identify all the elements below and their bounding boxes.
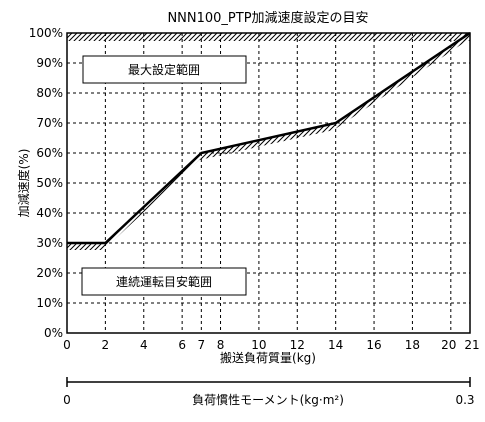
x-axis-ticks: 0 2 4 6 7 8 10 12 14 16 18 20 21 xyxy=(63,338,479,352)
y-tick-label-80: 80% xyxy=(36,86,63,100)
y-tick-label-100: 100% xyxy=(29,26,63,40)
grid-lines xyxy=(67,33,470,333)
x-tick-label-21: 21 xyxy=(464,338,479,352)
lower-region-box: 連続運転目安範囲 xyxy=(81,267,247,296)
x-tick-label-20: 20 xyxy=(441,338,456,352)
plot-frame xyxy=(66,32,471,334)
x-axis-label: 搬送負荷質量(kg) xyxy=(220,350,316,365)
y-tick-label-60: 60% xyxy=(36,146,63,160)
max-setting-hatch-band xyxy=(67,33,470,41)
y-tick-label-40: 40% xyxy=(36,206,63,220)
inertia-axis-label: 負荷慣性モーメント(kg·m²) xyxy=(192,392,344,407)
x-tick-label-10: 10 xyxy=(251,338,266,352)
x-tick-label-6: 6 xyxy=(178,338,186,352)
x-tick-label-16: 16 xyxy=(366,338,381,352)
inertia-axis-min-label: 0 xyxy=(63,393,71,407)
x-tick-label-12: 12 xyxy=(290,338,305,352)
boundary-hatch-band xyxy=(67,33,470,250)
y-tick-label-90: 90% xyxy=(36,56,63,70)
inertia-axis-max-label: 0.3 xyxy=(455,393,474,407)
y-tick-label-70: 70% xyxy=(36,116,63,130)
x-tick-label-7: 7 xyxy=(198,338,206,352)
series-layer xyxy=(67,31,471,245)
y-tick-label-30: 30% xyxy=(36,236,63,250)
x-tick-label-14: 14 xyxy=(328,338,343,352)
x-tick-label-0: 0 xyxy=(63,338,71,352)
y-tick-label-10: 10% xyxy=(36,296,63,310)
x-tick-label-8: 8 xyxy=(217,338,225,352)
chart-title: NNN100_PTP加減速度設定の目安 xyxy=(167,10,368,26)
x-tick-label-4: 4 xyxy=(140,338,148,352)
upper-region-box: 最大設定範囲 xyxy=(82,55,247,84)
y-tick-label-0: 0% xyxy=(44,326,63,340)
upper-region-label: 最大設定範囲 xyxy=(128,62,200,77)
y-axis-ticks: 0% 10% 20% 30% 40% 50% 60% 70% 80% 90% 100% xyxy=(29,26,63,340)
x-tick-label-18: 18 xyxy=(405,338,420,352)
hatch-bands xyxy=(67,33,470,250)
y-tick-label-20: 20% xyxy=(36,266,63,280)
y-tick-label-50: 50% xyxy=(36,176,63,190)
y-axis-label: 加減速度(%) xyxy=(16,149,31,218)
boundary-line xyxy=(67,31,471,245)
x-tick-label-2: 2 xyxy=(102,338,110,352)
lower-region-label: 連続運転目安範囲 xyxy=(116,274,212,289)
